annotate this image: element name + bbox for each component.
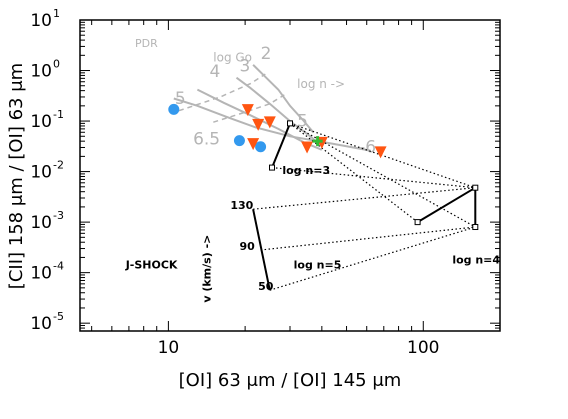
- y-tick-exponent: -3: [53, 209, 64, 222]
- orange-triangle-point: [252, 118, 265, 131]
- blue-point: [255, 141, 267, 153]
- annotation-label: log n=4: [452, 254, 500, 267]
- y-tick-label: 10: [30, 264, 52, 284]
- pdr-label: 5: [175, 89, 186, 109]
- shock-dotted-line: [253, 187, 476, 210]
- annotation-label: 50: [258, 280, 274, 293]
- y-tick-label: 10: [30, 213, 52, 233]
- annotation-label: 90: [239, 240, 255, 253]
- pdr-grid: PDR 234 5 6.5 5 -6 log Go log n ->: [135, 37, 376, 157]
- shock-marker: [414, 219, 421, 226]
- pdr-label: 4: [210, 62, 221, 82]
- orange-triangle-point: [247, 138, 260, 151]
- y-tick-label: 10: [30, 163, 52, 183]
- annotation-label: J-SHOCK: [125, 259, 178, 272]
- x-axis-label: [OI] 63 μm / [OI] 145 μm: [179, 370, 402, 391]
- pdr-curve: [235, 76, 323, 147]
- y-tick-exponent: -1: [53, 108, 64, 121]
- pdr-label: 3: [239, 57, 250, 77]
- y-tick-label: 10: [30, 11, 52, 31]
- shock-line: [417, 185, 477, 227]
- pdr-gradient-line: [178, 73, 266, 112]
- annotation-label: log n=5: [294, 259, 342, 272]
- pdr-label: log Go: [213, 51, 252, 65]
- annotations: log n=3 log n=4 log n=5 130 90 50 v (km/s) -> J…: [125, 164, 501, 303]
- y-tick-exponent: -5: [53, 310, 64, 323]
- shock-marker: [287, 120, 293, 127]
- data-points: [168, 103, 387, 159]
- green-cross-point: [312, 136, 323, 147]
- y-tick-exponent: 1: [53, 7, 60, 20]
- shock-marker: [472, 224, 479, 231]
- shock-grid: [252, 120, 479, 291]
- axis-ticks: [80, 19, 501, 332]
- annotation-label: 130: [230, 199, 253, 212]
- orange-triangle-point: [263, 116, 276, 129]
- pdr-label: log n ->: [297, 77, 345, 91]
- shock-dotted-line: [260, 226, 476, 251]
- y-tick-exponent: -2: [53, 159, 64, 172]
- shock-dotted-line: [289, 122, 418, 223]
- x-tick-labels: 10 100: [158, 338, 440, 358]
- pdr-label: 6.5: [193, 130, 220, 150]
- x-tick-label: 10: [158, 338, 180, 358]
- pdr-label: PDR: [135, 37, 158, 50]
- shock-marker: [472, 184, 479, 191]
- x-tick-label: 100: [407, 338, 439, 358]
- shock-dotted-line: [289, 122, 476, 228]
- blue-point: [168, 103, 180, 115]
- pdr-label: 2: [261, 44, 272, 64]
- shock-dotted-line: [289, 122, 476, 189]
- orange-triangle-point: [374, 146, 387, 159]
- shock-line: [271, 123, 291, 168]
- annotation-label: log n=3: [282, 164, 330, 177]
- y-tick-exponent: -4: [53, 260, 64, 273]
- y-tick-label: 10: [30, 112, 52, 132]
- blue-point: [233, 135, 245, 147]
- y-tick-exponent: 0: [53, 58, 60, 71]
- pdr-label: 5: [297, 112, 308, 132]
- pdr-curve: [173, 97, 371, 152]
- pdr-label: -6: [359, 137, 376, 157]
- y-axis-label: [CII] 158 μm / [OI] 63 μm: [6, 63, 27, 289]
- orange-triangle-point: [241, 104, 254, 117]
- annotation-label: v (km/s) ->: [200, 235, 213, 303]
- orange-triangle-point: [301, 141, 314, 154]
- shock-marker: [269, 164, 276, 171]
- y-tick-label: 10: [30, 314, 52, 334]
- pdr-gradient-line: [213, 94, 285, 123]
- y-tick-label: 10: [30, 62, 52, 82]
